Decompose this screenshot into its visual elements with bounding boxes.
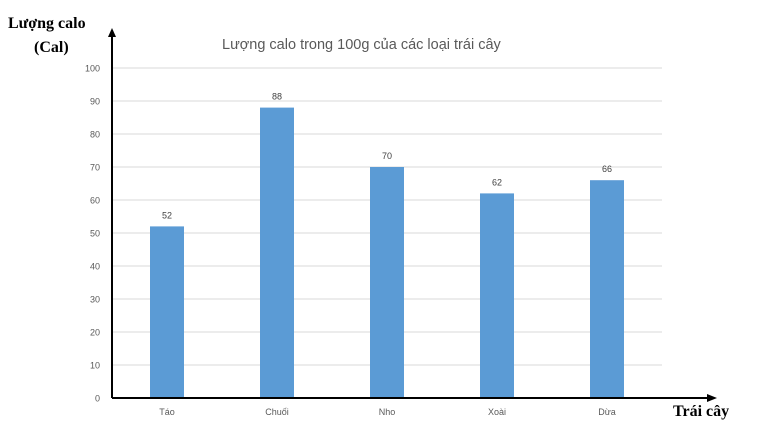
bar <box>260 107 294 398</box>
y-tick-labels: 0 10 20 30 40 50 60 70 80 90 100 <box>85 64 100 404</box>
bar <box>480 193 514 398</box>
y-axis-label: Lượng calo (Cal) <box>8 12 118 60</box>
bars <box>150 107 624 398</box>
y-tick-label: 20 <box>90 328 100 338</box>
x-tick-labels: Táo Chuối Nho Xoài Dừa <box>159 407 616 417</box>
y-tick-label: 60 <box>90 196 100 206</box>
data-label: 62 <box>492 177 502 187</box>
y-tick-label: 10 <box>90 361 100 371</box>
data-label: 66 <box>602 164 612 174</box>
x-tick-label: Nho <box>379 407 396 417</box>
y-tick-label: 90 <box>90 97 100 107</box>
y-axis-label-line2: (Cal) <box>34 39 69 56</box>
bar <box>590 180 624 398</box>
bar <box>150 226 184 398</box>
axes <box>108 28 717 402</box>
data-label: 88 <box>272 92 282 102</box>
x-tick-label: Táo <box>159 407 175 417</box>
x-tick-label: Xoài <box>488 407 506 417</box>
y-axis-label-line1: Lượng calo <box>8 15 86 32</box>
data-label: 52 <box>162 210 172 220</box>
bar <box>370 167 404 398</box>
y-tick-label: 100 <box>85 64 100 74</box>
x-axis-arrow <box>707 394 717 402</box>
chart-title: Lượng calo trong 100g của các loại trái … <box>222 37 501 53</box>
y-tick-label: 0 <box>95 394 100 404</box>
y-tick-label: 50 <box>90 229 100 239</box>
y-axis-arrow <box>108 28 116 37</box>
x-tick-label: Dừa <box>598 407 616 417</box>
y-tick-label: 80 <box>90 130 100 140</box>
data-labels: 52 88 70 62 66 <box>162 92 612 221</box>
x-axis-label: Trái cây <box>673 403 730 420</box>
x-tick-label: Chuối <box>265 407 289 417</box>
y-tick-label: 40 <box>90 262 100 272</box>
data-label: 70 <box>382 151 392 161</box>
y-tick-label: 30 <box>90 295 100 305</box>
y-tick-label: 70 <box>90 163 100 173</box>
